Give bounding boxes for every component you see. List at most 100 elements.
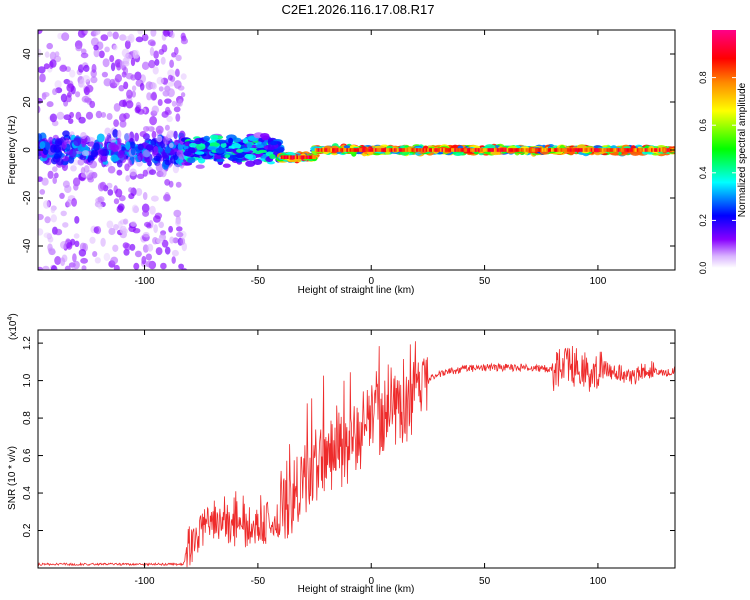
- heatmap-cell: [62, 180, 70, 188]
- heatmap-cell: [118, 85, 125, 92]
- heatmap-ridge-cell: [568, 148, 571, 152]
- heatmap-ridge-cell: [509, 148, 512, 152]
- heatmap-ridge-cell: [336, 148, 339, 152]
- heatmap-cell: [102, 58, 110, 68]
- heatmap-cell: [228, 137, 234, 144]
- heatmap-cell: [69, 69, 76, 78]
- heatmap-ridge-cell: [351, 148, 354, 152]
- heatmap-ridge-cell: [498, 148, 501, 152]
- heatmap-ridge-cell: [349, 148, 352, 152]
- heatmap-ridge-cell: [476, 148, 479, 152]
- heatmap-cell: [163, 136, 169, 145]
- heatmap-cell: [54, 51, 60, 57]
- heatmap-cell: [152, 66, 159, 75]
- heatmap-ridge-cell: [455, 148, 458, 152]
- heatmap-ridge-cell: [403, 148, 406, 152]
- heatmap-cell: [260, 133, 270, 139]
- heatmap-cell: [63, 114, 72, 121]
- heatmap-cell: [54, 80, 62, 89]
- heatmap-cell: [235, 153, 245, 159]
- heatmap-cell: [253, 159, 263, 165]
- heatmap-cell: [152, 237, 159, 245]
- heatmap-cell: [129, 243, 136, 251]
- heatmap-cell: [39, 73, 46, 83]
- heatmap-cell: [136, 173, 145, 179]
- x-tick-label: -100: [135, 276, 155, 287]
- heatmap-cell: [62, 130, 70, 137]
- heatmap-ridge-cell: [489, 148, 492, 152]
- heatmap-ridge-cell: [283, 155, 286, 159]
- heatmap-cell: [209, 142, 220, 148]
- x-tick-label: -50: [251, 576, 266, 587]
- heatmap-ridge-cell: [578, 148, 581, 152]
- heatmap-cell: [106, 113, 113, 120]
- heatmap-cell: [176, 231, 184, 238]
- heatmap-cell: [104, 127, 111, 136]
- heatmap-cell: [149, 205, 156, 215]
- heatmap-ridge-cell: [631, 148, 635, 152]
- heatmap-cell: [158, 48, 165, 55]
- heatmap-ridge-cell: [343, 148, 346, 152]
- heatmap-cell: [54, 228, 63, 236]
- heatmap-cell: [177, 99, 183, 107]
- heatmap-cell: [53, 172, 59, 179]
- heatmap-ridge-cell: [665, 148, 668, 152]
- heatmap-cell: [255, 144, 264, 148]
- heatmap-cell: [96, 133, 105, 143]
- y-tick-label: 0: [22, 147, 33, 153]
- heatmap-ridge-cell: [381, 148, 384, 152]
- heatmap-ridge-cell: [302, 155, 305, 159]
- heatmap-cell: [171, 52, 177, 58]
- heatmap-cell: [107, 31, 113, 37]
- heatmap-ridge-cell: [581, 148, 584, 152]
- heatmap-cell: [112, 244, 119, 252]
- heatmap-ridge-cell: [605, 148, 608, 152]
- heatmap-cell: [83, 30, 89, 34]
- heatmap-ridge-cell: [495, 148, 498, 152]
- heatmap-cell: [142, 231, 150, 238]
- colorbar: 0.0 0.2 0.4 0.6 0.8 Normalized spectral ampl…: [698, 30, 748, 274]
- heatmap-ridge-cell: [416, 148, 419, 152]
- heatmap-cell: [113, 224, 119, 231]
- heatmap-cell: [113, 264, 120, 270]
- heatmap-ridge-cell: [428, 148, 431, 152]
- heatmap-cell: [164, 85, 170, 95]
- heatmap-ridge-cell: [622, 148, 625, 152]
- heatmap-ridge-cell: [436, 148, 439, 152]
- heatmap-ridge-cell: [479, 148, 482, 152]
- heatmap-cell: [148, 59, 156, 69]
- heatmap-cell: [164, 179, 171, 186]
- heatmap-cell: [81, 95, 90, 103]
- heatmap-ridge-cell: [397, 148, 400, 152]
- heatmap-ridge-cell: [654, 148, 657, 152]
- heatmap-ridge-cell: [636, 148, 639, 152]
- heatmap-ridge-cell: [443, 148, 446, 152]
- heatmap-cell: [44, 216, 51, 224]
- heatmap-ridge-cell: [462, 148, 465, 152]
- heatmap-ridge-cell: [554, 148, 557, 152]
- heatmap-cell: [83, 64, 90, 72]
- heatmap-ridge-cell: [320, 148, 324, 152]
- heatmap-ridge-cell: [558, 148, 562, 152]
- heatmap-cell: [90, 76, 98, 84]
- spectrogram-panel: -100 -50 0 50 100 -40 -20 0 20 40 Height of stra…: [7, 29, 676, 296]
- heatmap-cell: [167, 69, 176, 77]
- heatmap-ridge-cell: [539, 148, 543, 152]
- heatmap-ridge-cell: [459, 148, 462, 152]
- heatmap-cell: [110, 62, 116, 72]
- heatmap-cell: [167, 269, 171, 270]
- snr-xlabel: Height of straight line (km): [298, 584, 415, 595]
- heatmap-ridge-cell: [411, 148, 414, 152]
- heatmap-cell: [258, 149, 267, 153]
- heatmap-cell: [104, 46, 110, 53]
- heatmap-cell: [161, 111, 169, 118]
- heatmap-cell: [149, 116, 158, 126]
- heatmap-ridge-cell: [563, 148, 566, 152]
- heatmap-ridge-cell: [557, 148, 560, 152]
- y-tick-label: 0.2: [22, 523, 33, 537]
- heatmap-ridge-cell: [593, 148, 596, 152]
- heatmap-cell: [92, 272, 99, 280]
- heatmap-ridge-cell: [301, 155, 304, 159]
- heatmap-ridge-cell: [379, 148, 382, 152]
- heatmap-ridge-cell: [314, 148, 317, 152]
